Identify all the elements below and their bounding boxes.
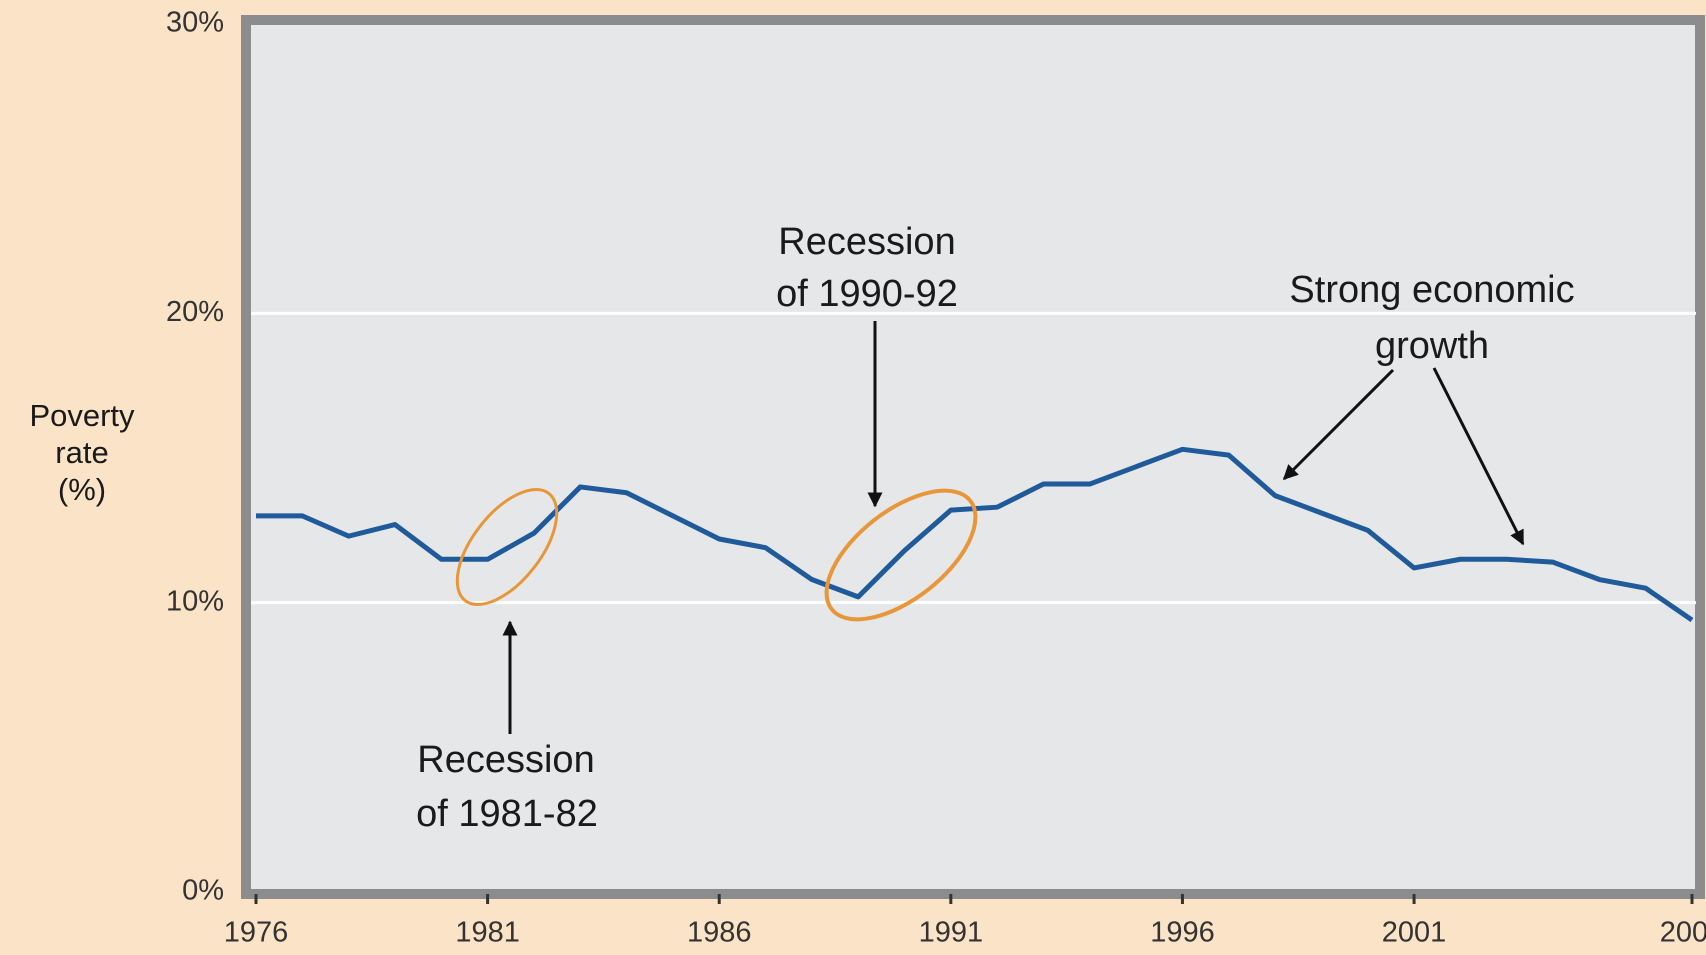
y-tick-label: 30%	[166, 7, 224, 39]
arrow	[1282, 368, 1395, 481]
x-tick-label: 2001	[1382, 917, 1447, 949]
y-axis-label: Poverty	[29, 398, 135, 433]
x-tick-label: 1976	[224, 917, 289, 949]
annotation: of 1981-82	[416, 793, 598, 835]
annotation: growth	[1375, 325, 1489, 367]
x-tick-label: 2007	[1660, 917, 1706, 949]
y-tick-label: 10%	[166, 585, 224, 617]
x-tick-label: 1991	[919, 917, 984, 949]
highlight-ellipse	[455, 487, 559, 607]
x-tick-label: 1986	[687, 917, 752, 949]
x-tick-label: 1981	[455, 917, 520, 949]
y-tick-label: 20%	[166, 296, 224, 328]
annotation: Recession	[778, 221, 955, 263]
arrow	[1432, 367, 1525, 546]
annotation: Strong economic	[1289, 269, 1574, 311]
plot-area	[241, 15, 1705, 899]
annotation: Recession	[417, 739, 594, 781]
y-axis-label: rate	[55, 435, 108, 470]
y-tick-label: 0%	[182, 875, 224, 907]
highlight-ellipse	[824, 488, 978, 622]
y-axis-label: (%)	[58, 472, 106, 507]
annotation: of 1990-92	[776, 273, 958, 315]
x-tick-label: 1996	[1150, 917, 1215, 949]
